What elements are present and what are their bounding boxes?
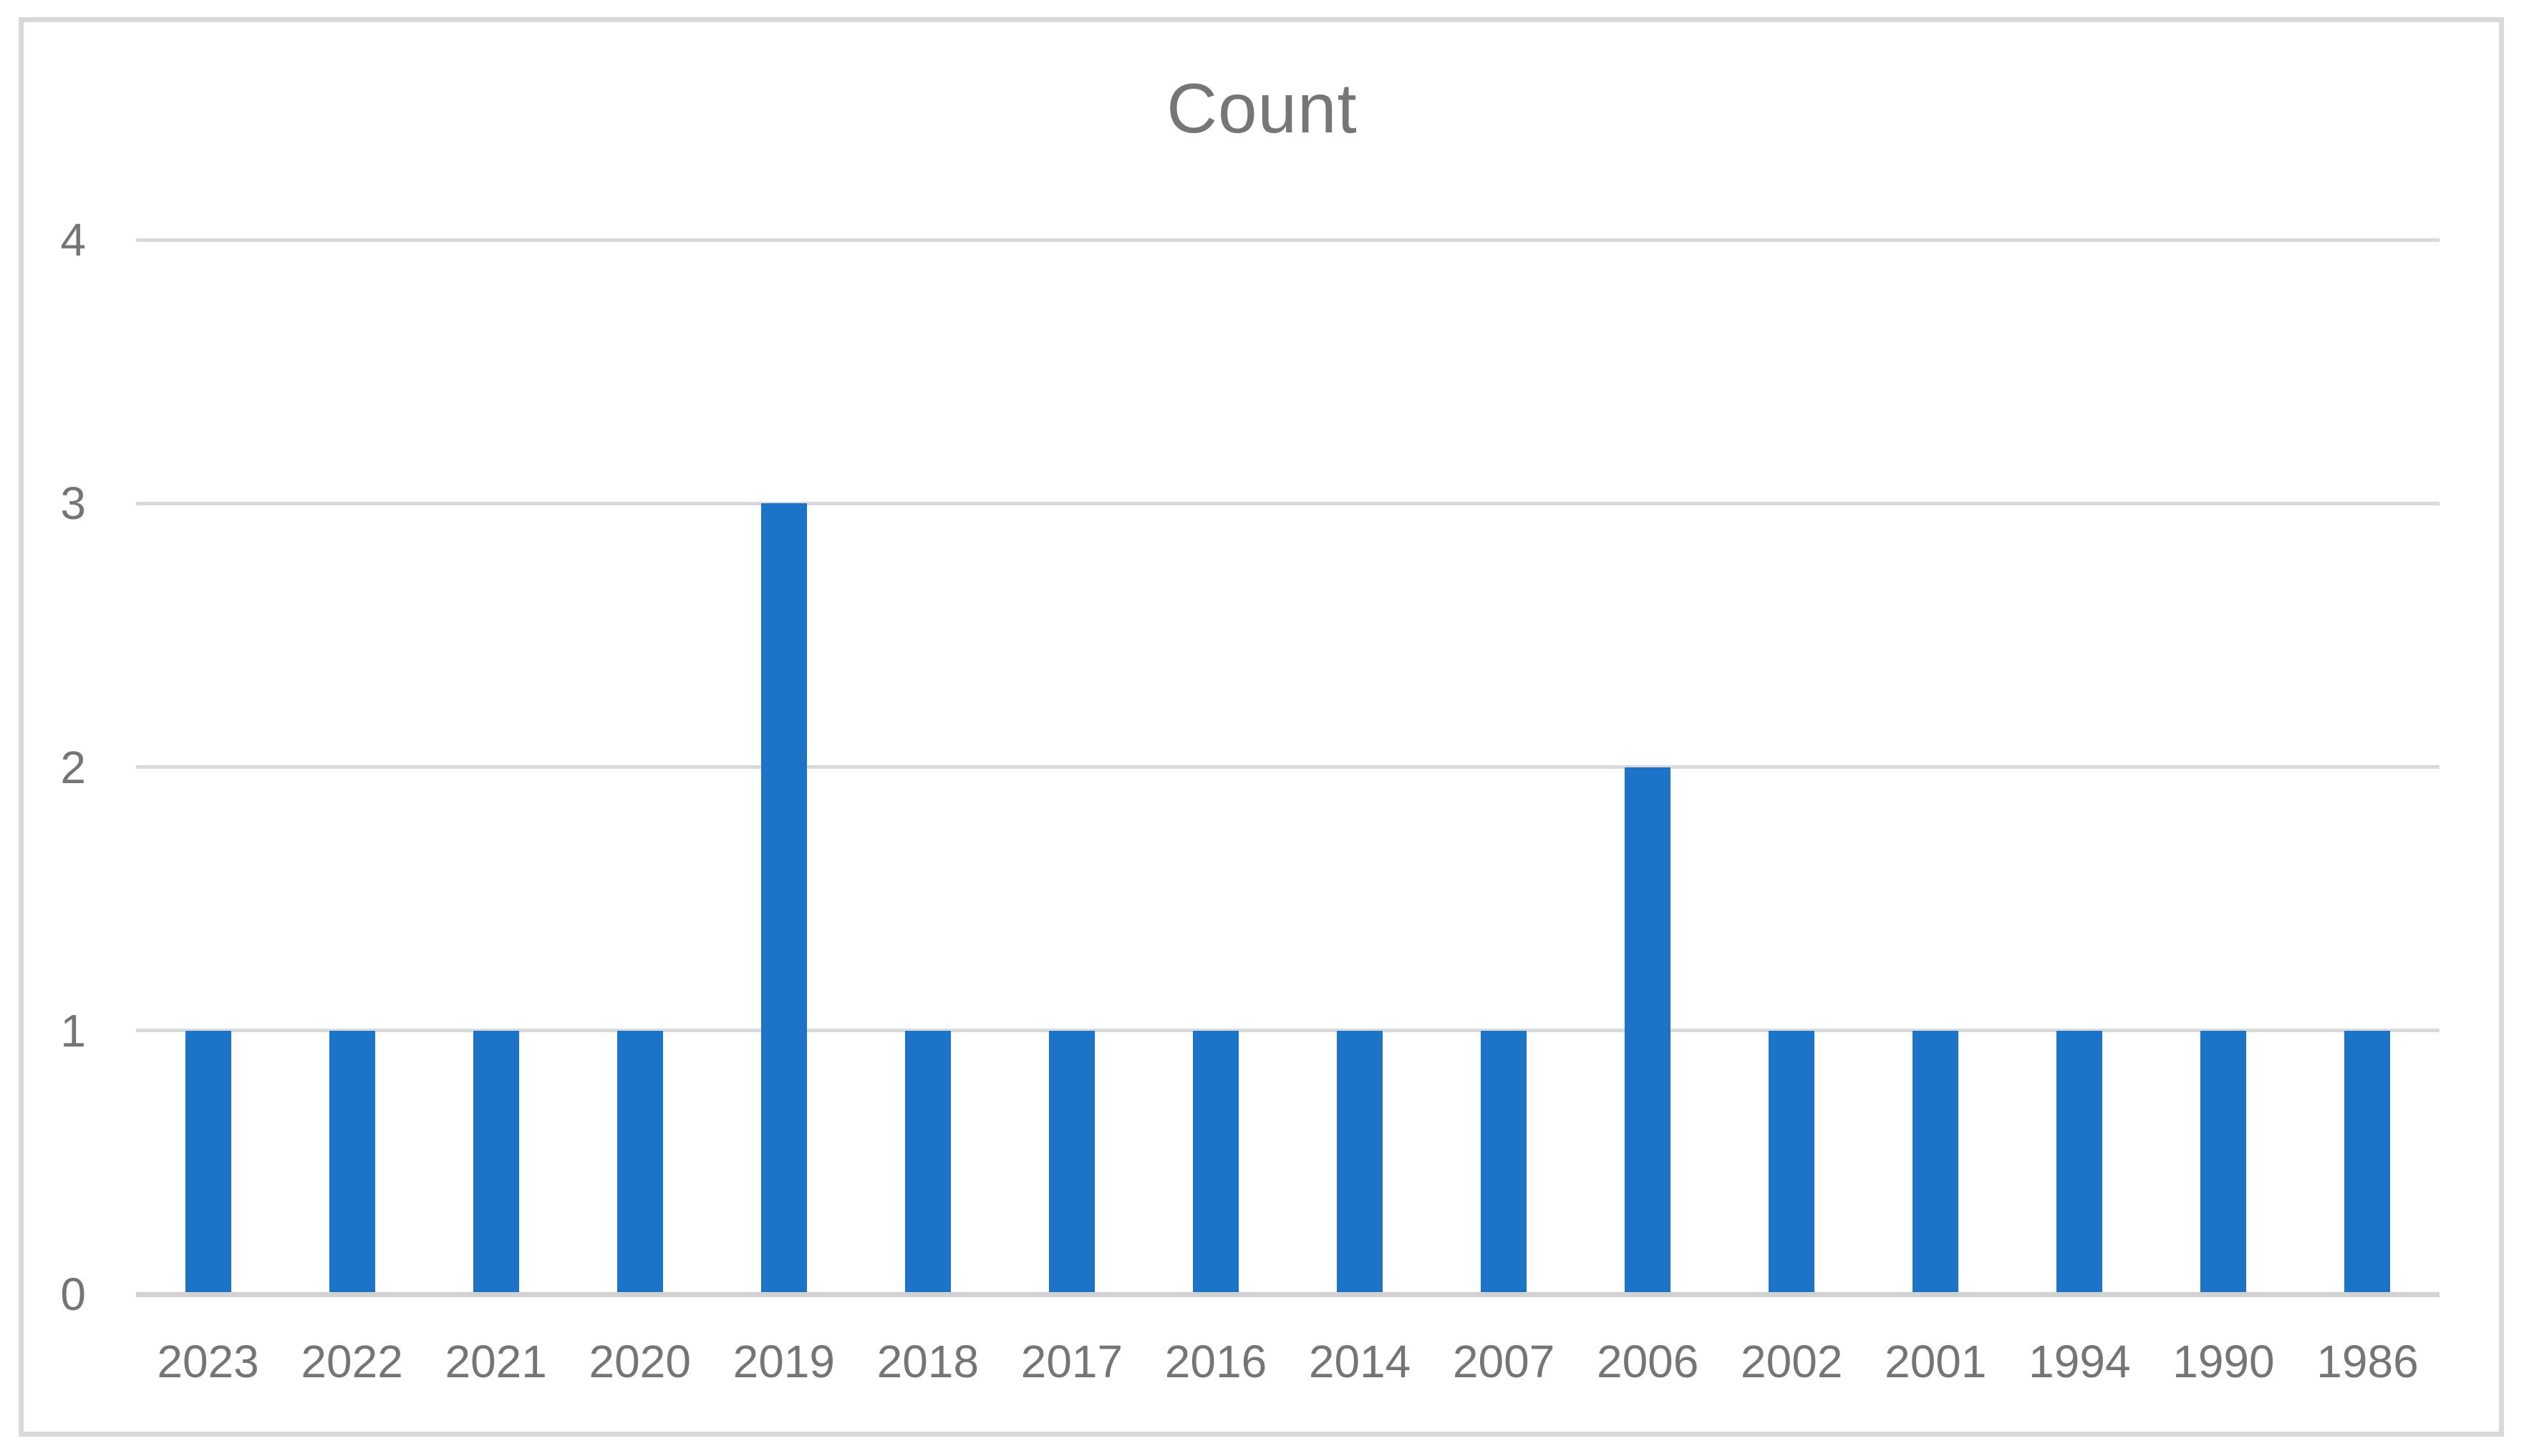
x-tick-label-2022: 2022 — [301, 1336, 403, 1387]
x-tick-label-2019: 2019 — [732, 1336, 835, 1387]
bar-2019 — [760, 503, 807, 1294]
bar-2006 — [1625, 767, 1671, 1294]
bar-2020 — [617, 1030, 663, 1294]
bar-1994 — [2056, 1030, 2103, 1294]
x-tick-label-2017: 2017 — [1020, 1336, 1123, 1387]
bar-2002 — [1769, 1030, 1815, 1294]
bar-2001 — [1913, 1030, 1959, 1294]
x-tick-label-2016: 2016 — [1164, 1336, 1267, 1387]
x-tick-label-1986: 1986 — [2316, 1336, 2419, 1387]
bar-1986 — [2344, 1030, 2391, 1294]
gridline-y-4 — [136, 238, 2440, 242]
chart-frame — [19, 17, 2504, 1437]
bar-2017 — [1048, 1030, 1095, 1294]
bar-2016 — [1192, 1030, 1239, 1294]
bar-2023 — [185, 1030, 231, 1294]
x-tick-label-2014: 2014 — [1308, 1336, 1411, 1387]
x-tick-label-2021: 2021 — [445, 1336, 547, 1387]
gridline-y-2 — [136, 765, 2440, 769]
x-tick-label-2006: 2006 — [1596, 1336, 1699, 1387]
y-tick-label: 3 — [60, 477, 86, 530]
x-tick-label-2020: 2020 — [589, 1336, 691, 1387]
x-tick-label-2023: 2023 — [157, 1336, 259, 1387]
gridline-y-1 — [136, 1029, 2440, 1033]
y-tick-label: 4 — [60, 214, 86, 266]
chart-title: Count — [1166, 69, 1358, 147]
x-tick-label-1990: 1990 — [2172, 1336, 2275, 1387]
bar-2022 — [329, 1030, 375, 1294]
bar-1990 — [2200, 1030, 2247, 1294]
x-tick-label-2001: 2001 — [1885, 1336, 1987, 1387]
bar-2021 — [473, 1030, 519, 1294]
bar-2007 — [1481, 1030, 1527, 1294]
gridline-y-3 — [136, 501, 2440, 505]
x-tick-label-2007: 2007 — [1452, 1336, 1555, 1387]
bar-2014 — [1337, 1030, 1383, 1294]
x-tick-label-1994: 1994 — [2029, 1336, 2131, 1387]
y-tick-label: 0 — [60, 1268, 86, 1320]
y-tick-label: 2 — [60, 741, 86, 793]
x-axis-line — [136, 1291, 2440, 1297]
y-tick-label: 1 — [60, 1004, 86, 1057]
bar-2018 — [904, 1030, 951, 1294]
x-tick-label-2002: 2002 — [1741, 1336, 1843, 1387]
x-tick-label-2018: 2018 — [876, 1336, 980, 1387]
